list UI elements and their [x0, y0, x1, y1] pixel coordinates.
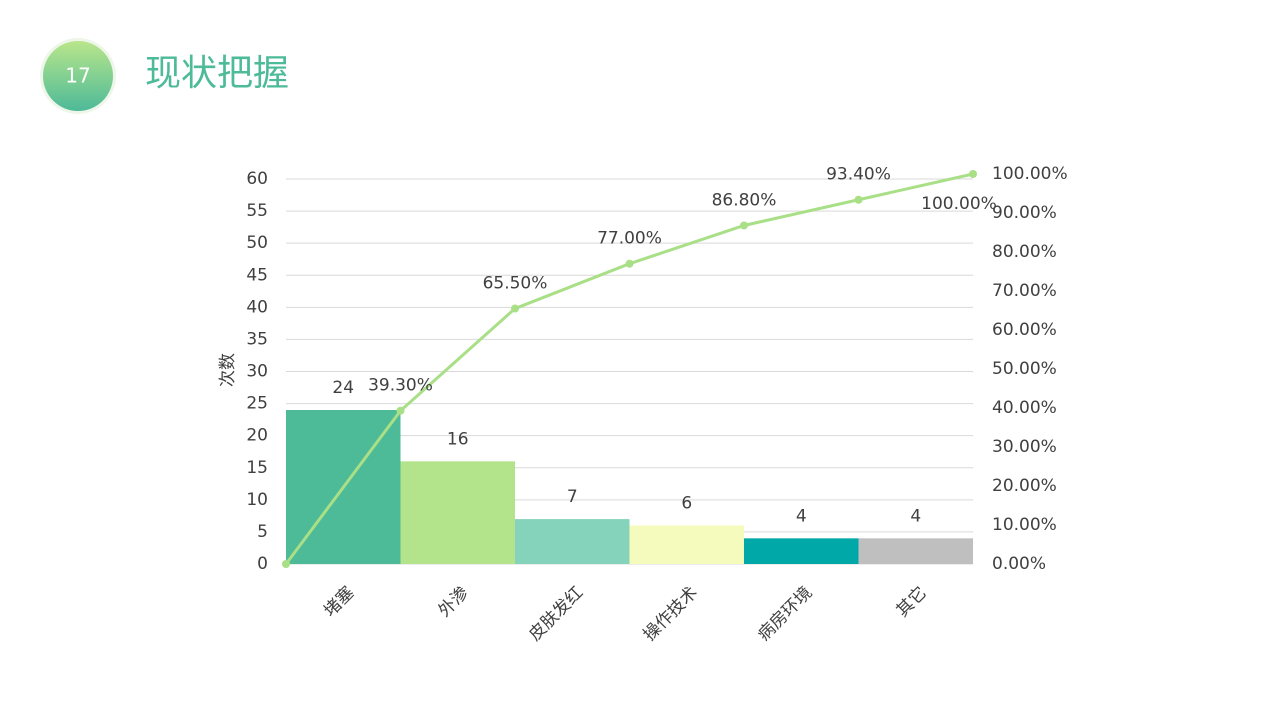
line-point — [511, 304, 519, 313]
x-tick-label: 其它 — [893, 583, 931, 621]
bar-value-label: 6 — [681, 494, 692, 514]
y-tick-label: 60 — [246, 169, 268, 189]
line-value-label: 93.40% — [826, 165, 891, 185]
line-point — [854, 195, 863, 204]
line-point — [282, 560, 290, 568]
line-point — [969, 170, 977, 178]
y2-tick-label: 0.00% — [992, 554, 1046, 574]
bar — [400, 461, 515, 564]
y-tick-label: 45 — [246, 265, 268, 285]
line-point — [740, 221, 748, 230]
y-tick-label: 5 — [257, 522, 268, 542]
line-value-label: 39.30% — [368, 376, 433, 396]
y2-tick-label: 10.00% — [992, 515, 1057, 535]
y-tick-label: 15 — [246, 458, 268, 478]
line-value-label: 77.00% — [597, 229, 662, 249]
bar-value-label: 4 — [796, 506, 807, 526]
x-tick-label: 操作技术 — [640, 583, 702, 645]
x-tick-label: 皮肤发红 — [525, 583, 587, 645]
y-tick-label: 30 — [246, 362, 268, 382]
line-value-label: 65.50% — [483, 274, 548, 294]
y-tick-label: 35 — [246, 329, 268, 349]
slide-title: 现状把握 — [145, 53, 289, 94]
x-tick-label: 堵塞 — [320, 583, 358, 621]
x-tick-label: 病房环境 — [754, 583, 816, 645]
bar-value-label: 4 — [910, 506, 921, 526]
y-tick-label: 10 — [246, 490, 268, 510]
bar-value-label: 7 — [567, 487, 578, 507]
bar — [744, 538, 859, 564]
slide-number: 17 — [65, 64, 90, 88]
y2-tick-label: 40.00% — [992, 398, 1057, 418]
y-tick-label: 20 — [246, 426, 268, 446]
y2-tick-label: 80.00% — [992, 242, 1057, 262]
y-tick-label: 50 — [246, 233, 268, 253]
line-point — [396, 406, 405, 415]
x-tick-label: 外渗 — [435, 583, 473, 621]
line-point — [625, 259, 634, 268]
y2-tick-label: 90.00% — [992, 203, 1057, 223]
y2-tick-label: 20.00% — [992, 476, 1057, 496]
badge — [43, 41, 113, 111]
y2-tick-label: 100.00% — [992, 164, 1068, 184]
y-tick-label: 40 — [246, 297, 268, 317]
y-tick-label: 0 — [257, 554, 268, 574]
line-value-label: 86.80% — [712, 190, 777, 210]
y2-tick-label: 50.00% — [992, 359, 1057, 379]
line-value-label: 100.00% — [921, 194, 997, 214]
y-tick-label: 55 — [246, 201, 268, 221]
y2-tick-label: 70.00% — [992, 281, 1057, 301]
bar — [515, 519, 630, 564]
bar-value-label: 16 — [447, 429, 469, 449]
y2-tick-label: 30.00% — [992, 437, 1057, 457]
bar — [629, 525, 744, 564]
y-axis-label: 次数 — [218, 353, 238, 387]
bar-value-label: 24 — [332, 378, 354, 398]
y-tick-label: 25 — [246, 394, 268, 414]
y2-tick-label: 60.00% — [992, 320, 1057, 340]
bar — [858, 538, 973, 564]
